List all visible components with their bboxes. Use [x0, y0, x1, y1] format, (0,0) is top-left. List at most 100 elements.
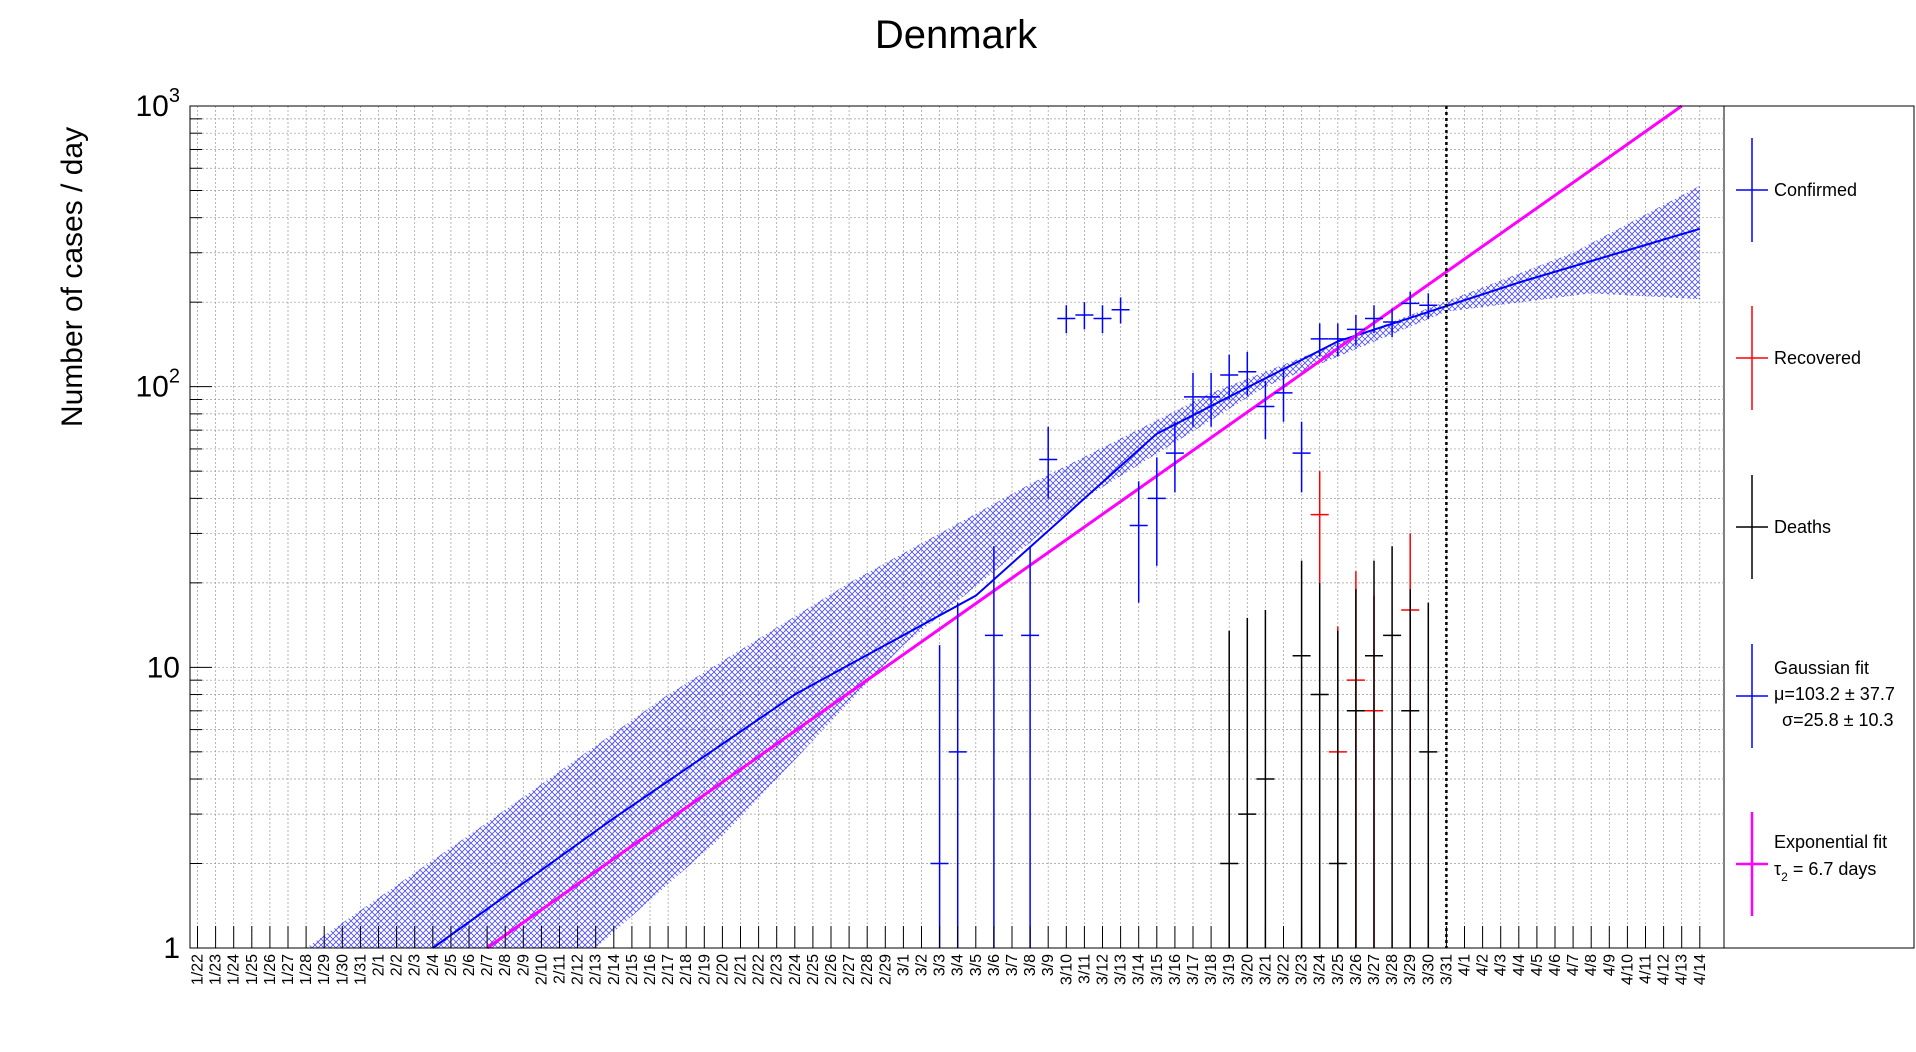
x-tick-label: 3/28 — [1384, 954, 1401, 985]
x-tick-label: 4/11 — [1638, 954, 1655, 984]
x-tick-label: 2/20 — [714, 954, 731, 985]
x-tick-label: 1/22 — [190, 954, 207, 985]
x-tick-label: 2/14 — [606, 954, 623, 985]
x-tick-label: 1/27 — [280, 954, 297, 985]
x-tick-label: 1/30 — [334, 954, 351, 985]
legend-label: Confirmed — [1774, 180, 1857, 200]
x-tick-label: 3/21 — [1257, 954, 1274, 985]
y-axis: 1 10 102 103 — [136, 85, 212, 965]
x-tick-label: 2/11 — [552, 954, 569, 984]
x-tick-label: 2/26 — [823, 954, 840, 985]
legend-label: τ2 = 6.7 days — [1774, 859, 1876, 884]
data-point-confirmed — [1256, 380, 1275, 440]
x-tick-label: 3/22 — [1276, 954, 1293, 985]
x-tick-label: 4/7 — [1565, 954, 1582, 976]
x-tick-label: 3/19 — [1221, 954, 1238, 985]
x-tick-label: 2/12 — [570, 954, 587, 985]
gaussian-fit-band-area — [306, 185, 1700, 949]
x-tick-label: 3/7 — [1004, 954, 1021, 976]
legend-label: Deaths — [1774, 517, 1831, 537]
data-point-recovered — [1310, 471, 1329, 583]
legend-label: σ=25.8 ± 10.3 — [1782, 710, 1894, 730]
x-tick-label: 2/7 — [479, 954, 496, 976]
legend-label: Exponential fit — [1774, 832, 1887, 852]
x-tick-label: 3/26 — [1348, 954, 1365, 985]
x-tick-label: 1/23 — [208, 954, 225, 985]
x-tick-label: 2/9 — [515, 954, 532, 976]
legend-label: μ=103.2 ± 37.7 — [1774, 684, 1895, 704]
x-tick-label: 4/13 — [1674, 954, 1691, 985]
legend-deaths: Deaths — [1736, 475, 1831, 579]
data-point-confirmed — [1238, 351, 1257, 396]
x-tick-label: 4/9 — [1601, 954, 1618, 976]
x-tick-label: 2/25 — [805, 954, 822, 985]
data-point-confirmed — [1220, 354, 1239, 400]
data-point-confirmed — [948, 602, 967, 948]
x-tick-label: 3/3 — [932, 954, 949, 976]
x-tick-label: 4/6 — [1547, 954, 1564, 976]
data-point-deaths — [1256, 610, 1275, 948]
x-tick-label: 2/15 — [624, 954, 641, 985]
legend-exponential-fit: Exponential fit τ2 = 6.7 days — [1736, 812, 1887, 916]
data-point-deaths — [1401, 589, 1420, 948]
legend-label: Recovered — [1774, 348, 1861, 368]
legend-gaussian-fit: Gaussian fit μ=103.2 ± 37.7 σ=25.8 ± 10.3 — [1736, 644, 1895, 748]
x-tick-label: 2/6 — [461, 954, 478, 976]
x-tick-label: 3/2 — [914, 954, 931, 976]
data-point-deaths — [1419, 602, 1438, 948]
data-point-confirmed — [1419, 293, 1438, 319]
x-tick-label: 2/8 — [497, 954, 514, 976]
x-tick-label: 2/16 — [642, 954, 659, 985]
plot-frame — [189, 105, 1915, 949]
data-point-deaths — [1238, 617, 1257, 948]
x-tick-label: 4/2 — [1475, 954, 1492, 976]
x-tick-label: 4/10 — [1619, 954, 1636, 985]
data-point-confirmed — [1401, 291, 1420, 317]
data-point-deaths — [1310, 582, 1329, 948]
data-point-deaths — [1346, 589, 1365, 948]
x-tick-label: 3/23 — [1294, 954, 1311, 985]
data-point-confirmed — [1202, 372, 1221, 427]
x-tick-label: 1/26 — [262, 954, 279, 985]
x-tick-label: 3/13 — [1113, 954, 1130, 985]
legend: Confirmed Recovered Deaths Gaussian fit μ=10… — [1736, 138, 1895, 916]
data-point-confirmed — [1274, 369, 1293, 422]
x-tick-label: 2/3 — [407, 954, 424, 976]
x-tick-label: 3/11 — [1076, 954, 1093, 984]
x-tick-label: 3/12 — [1095, 954, 1112, 985]
x-tick-label: 2/2 — [389, 954, 406, 976]
y-tick-label: 1 — [163, 932, 180, 965]
legend-label: Gaussian fit — [1774, 658, 1869, 678]
x-tick-label: 2/10 — [533, 954, 550, 985]
x-tick-label: 3/5 — [968, 954, 985, 976]
data-point-deaths — [1365, 560, 1383, 948]
y-axis-label: Number of cases / day — [56, 127, 89, 427]
data-point-confirmed — [930, 645, 949, 948]
x-tick-label: 3/18 — [1203, 954, 1220, 985]
x-tick-label: 2/19 — [696, 954, 713, 985]
data-point-deaths — [1220, 630, 1239, 948]
fit-curves — [432, 104, 1701, 950]
x-tick-label: 2/4 — [425, 954, 442, 976]
data-point-confirmed — [1310, 323, 1329, 357]
data-point-confirmed — [984, 546, 1003, 948]
x-tick-label: 3/24 — [1312, 954, 1329, 985]
data-point-confirmed — [1383, 308, 1402, 338]
gaussian-fit-curve — [432, 227, 1701, 949]
x-tick-label: 1/24 — [226, 954, 243, 985]
data-point-confirmed — [1365, 305, 1383, 334]
x-tick-label: 3/9 — [1040, 954, 1057, 976]
x-tick-label: 3/15 — [1149, 954, 1166, 985]
x-tick-label: 3/29 — [1402, 954, 1419, 985]
x-tick-label: 1/25 — [244, 954, 261, 985]
x-tick-label: 2/23 — [769, 954, 786, 985]
x-tick-label: 3/16 — [1167, 954, 1184, 985]
data-point-confirmed — [1184, 372, 1202, 427]
y-tick-label: 103 — [136, 85, 181, 123]
data-points — [930, 291, 1438, 948]
x-tick-label: 3/14 — [1131, 954, 1148, 985]
x-tick-label: 1/28 — [298, 954, 315, 985]
x-tick-label: 4/3 — [1493, 954, 1510, 976]
gaussian-fit-band — [306, 185, 1700, 949]
data-point-deaths — [1383, 546, 1402, 948]
